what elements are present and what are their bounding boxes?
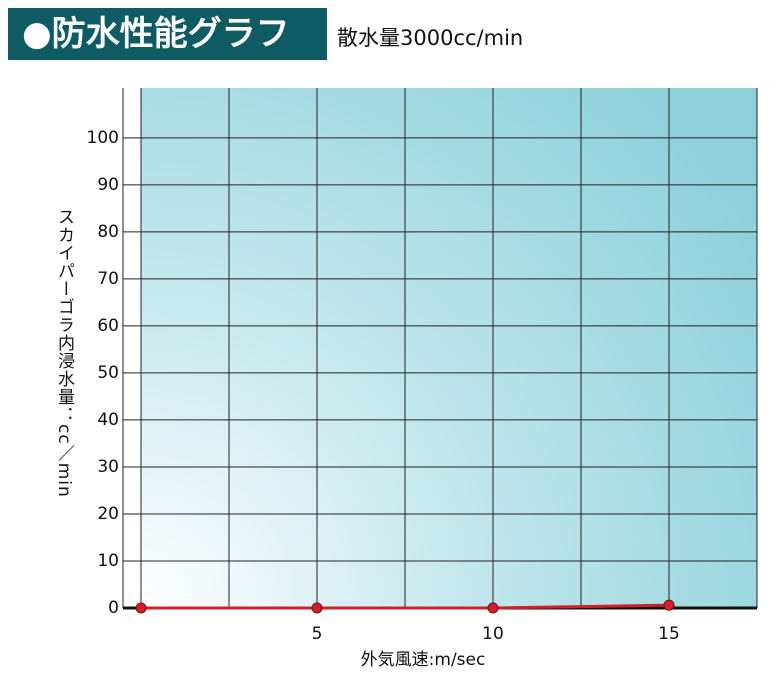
y-tick-label: 50: [97, 363, 119, 383]
x-axis-label: 外気風速:m/sec: [361, 650, 486, 670]
y-tick-label: 90: [97, 175, 119, 195]
y-tick-label: 100: [87, 128, 119, 148]
y-tick-label: 40: [97, 410, 119, 430]
y-axis-label: スカイパーゴラ内浸水量：cc／min: [54, 208, 74, 498]
data-point: [135, 602, 147, 614]
x-tick-label: 5: [312, 624, 323, 644]
data-point: [663, 599, 675, 611]
chart-subtitle: 散水量3000cc/min: [337, 26, 524, 50]
data-point: [487, 602, 499, 614]
line-series: [141, 603, 670, 610]
y-tick-label: 30: [97, 457, 119, 477]
chart-title: ●防水性能グラフ: [8, 8, 327, 60]
x-tick-label: 10: [482, 624, 504, 644]
y-tick-label: 0: [108, 598, 119, 618]
x-tick-label: 15: [658, 624, 680, 644]
y-tick-label: 20: [97, 504, 119, 524]
y-tick-label: 80: [97, 222, 119, 242]
y-tick-label: 10: [97, 551, 119, 571]
y-tick-label: 70: [97, 269, 119, 289]
y-tick-label: 60: [97, 316, 119, 336]
data-point: [311, 602, 323, 614]
plot-background: [141, 88, 757, 608]
